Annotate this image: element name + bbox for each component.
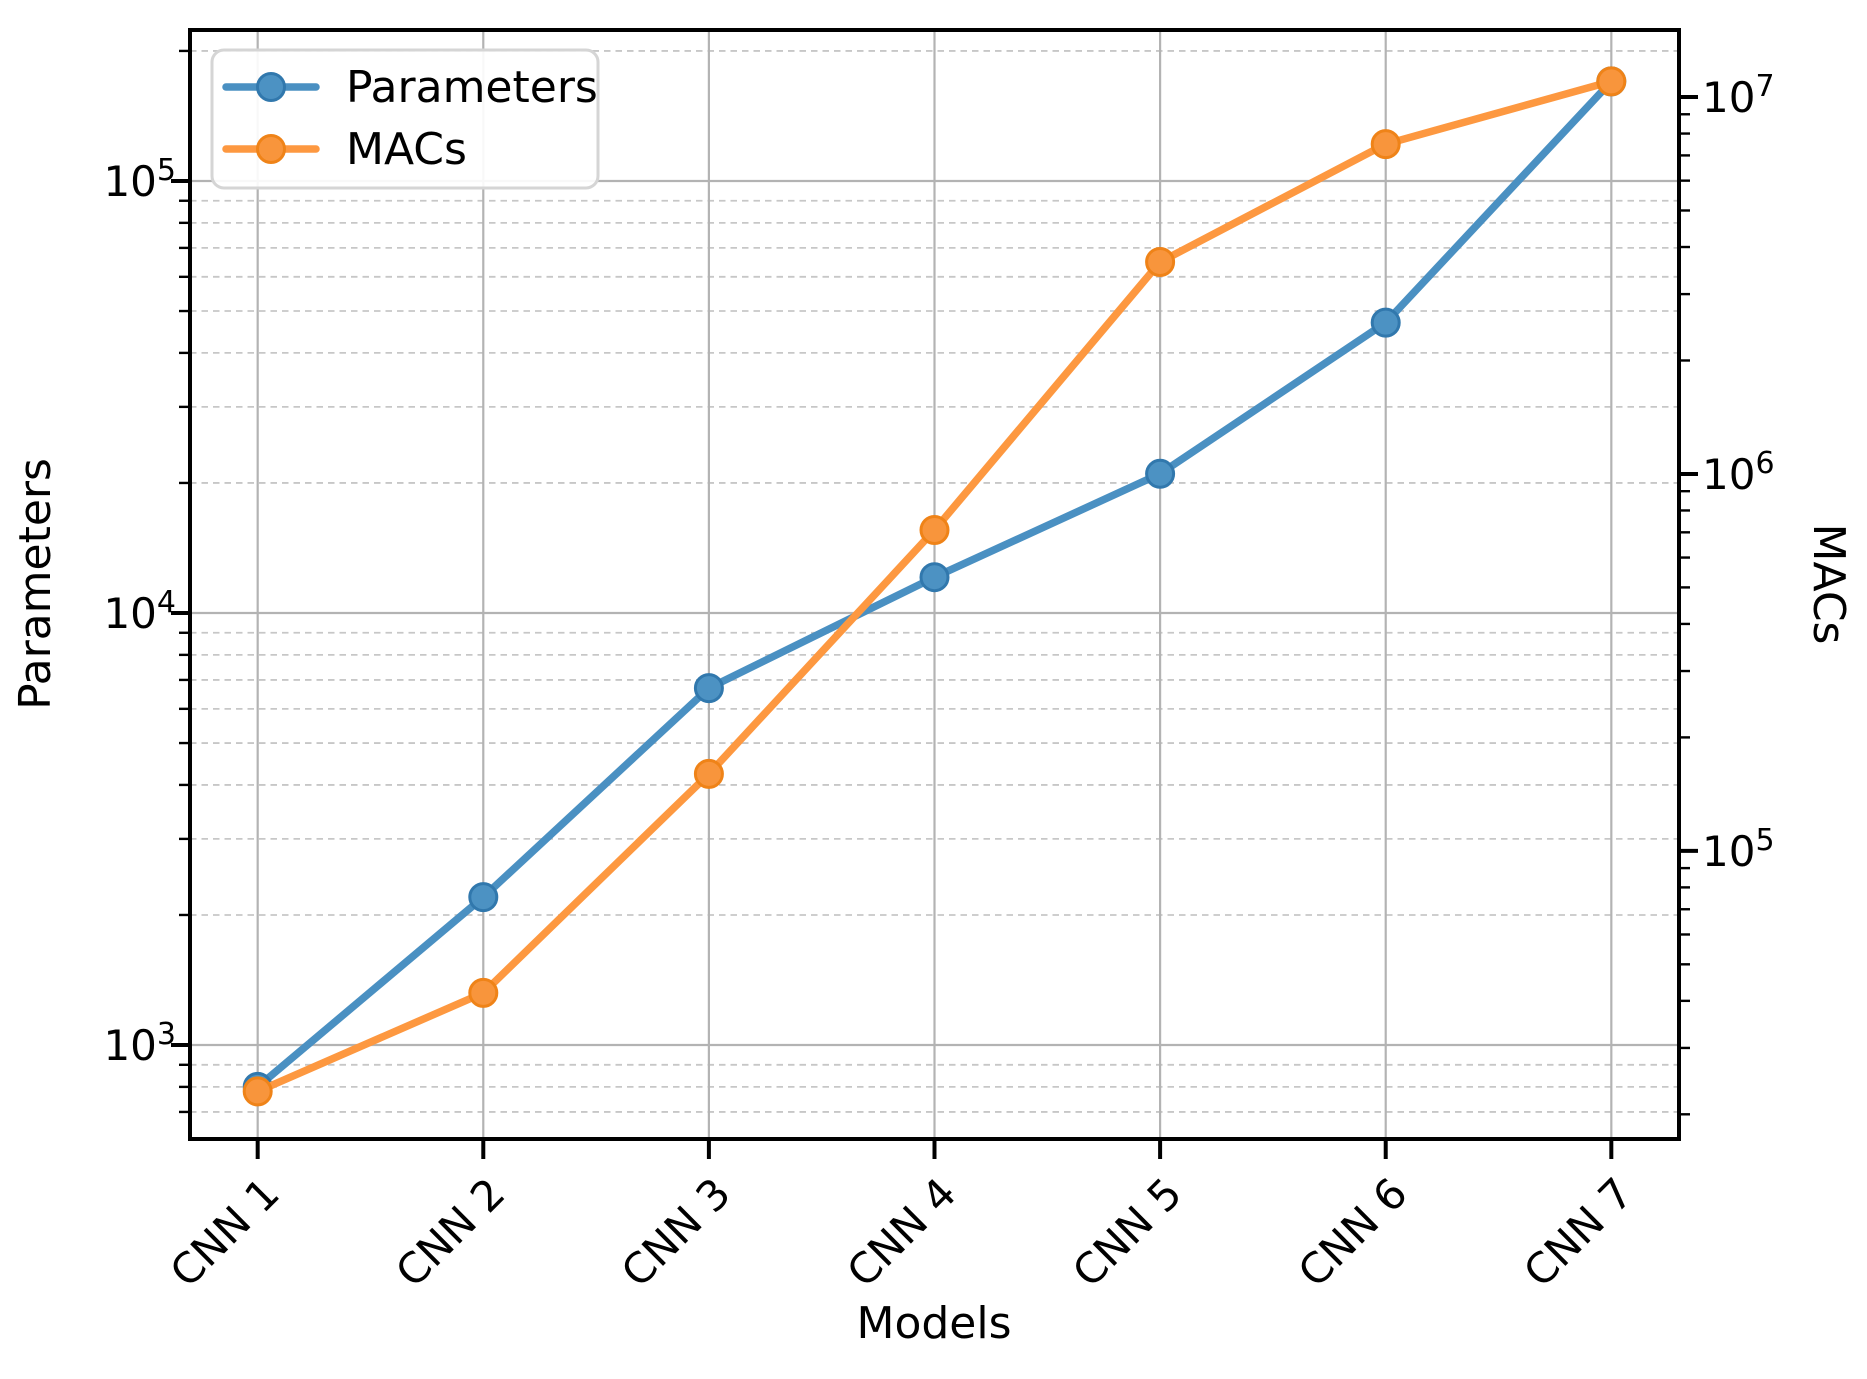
data-point-parameters: [1370, 307, 1401, 338]
x-tick-label: CNN 4: [837, 1168, 965, 1296]
axes-layer: [171, 28, 1698, 1159]
data-point-parameters: [1145, 458, 1176, 489]
data-point-parameters: [919, 562, 950, 593]
x-tick-label: CNN 2: [386, 1168, 514, 1296]
data-point-parameters: [468, 882, 499, 913]
legend-entry-parameters: Parameters: [222, 62, 598, 113]
data-point-parameters: [693, 673, 724, 704]
x-tick-label: CNN 7: [1514, 1168, 1642, 1296]
data-point-macs: [1370, 129, 1401, 160]
right-tick-label: 106: [1702, 446, 1775, 499]
series-macs: [242, 66, 1627, 1107]
x-axis-title: Models: [856, 1298, 1011, 1349]
left-tick-label: 105: [103, 153, 176, 206]
right-tick-label: 107: [1702, 69, 1775, 122]
data-point-macs: [919, 515, 950, 545]
right-axis-title: MACs: [1803, 524, 1854, 645]
data-point-macs: [468, 977, 499, 1008]
data-layer: [242, 66, 1627, 1107]
x-tick-label: CNN 1: [161, 1168, 289, 1296]
left-tick-label: 104: [103, 585, 176, 638]
legend-sample-marker: [256, 134, 286, 164]
left-tick-label: 103: [103, 1017, 176, 1070]
x-tick-label: CNN 5: [1063, 1168, 1191, 1296]
right-tick-label: 105: [1702, 823, 1775, 876]
legend-label: Parameters: [346, 62, 598, 113]
x-tick-label: CNN 3: [612, 1168, 740, 1296]
data-point-macs: [693, 758, 724, 789]
data-point-macs: [1145, 247, 1176, 277]
data-point-macs: [242, 1076, 273, 1107]
legend-label: MACs: [346, 124, 467, 175]
data-point-macs: [1596, 66, 1627, 97]
legend-entry-macs: MACs: [222, 124, 467, 175]
legend-sample-marker: [256, 72, 286, 102]
left-axis-title: Parameters: [10, 458, 61, 710]
x-tick-label: CNN 6: [1289, 1168, 1417, 1296]
legend: Parameters MACs: [210, 48, 600, 190]
